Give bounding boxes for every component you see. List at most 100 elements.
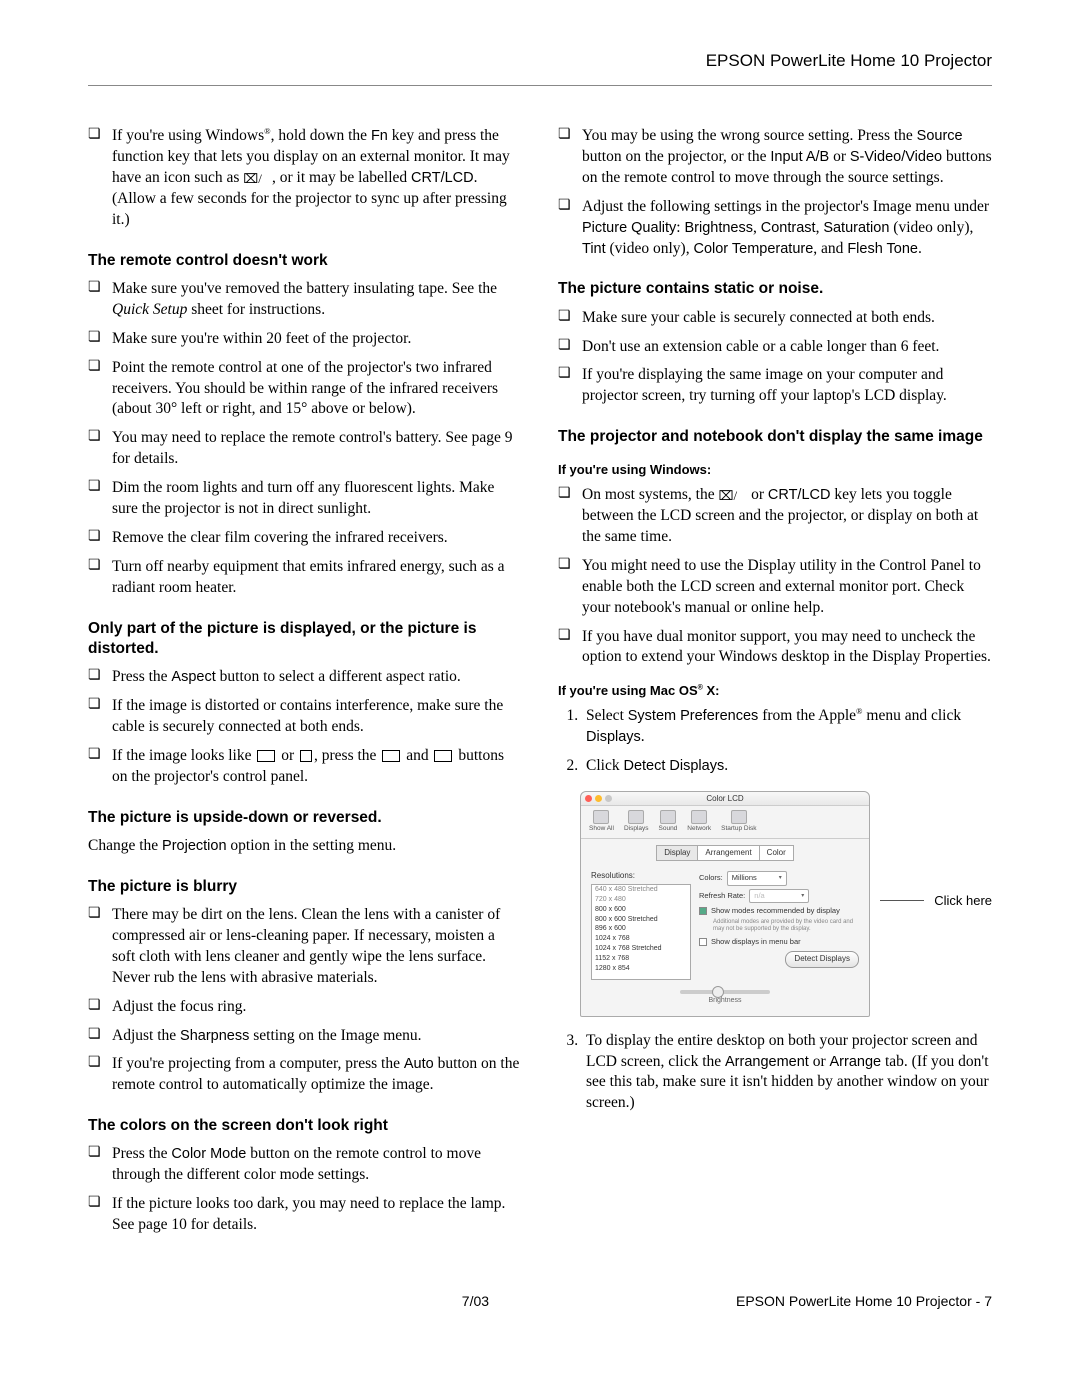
list-item: You may need to replace the remote contr… [88, 428, 522, 470]
toolbar-displays: Displays [624, 810, 649, 834]
adjust-h-icon [382, 750, 400, 762]
checkbox-icon [699, 938, 707, 946]
refresh-row: Refresh Rate: n/a▾ [699, 889, 859, 903]
col2-top-list: You may be using the wrong source settin… [558, 126, 992, 260]
minimize-icon [595, 795, 602, 802]
list-item: Adjust the Sharpness setting on the Imag… [88, 1026, 522, 1047]
list-item: If you're displaying the same image on y… [558, 365, 992, 407]
traffic-lights [585, 795, 612, 802]
list-item: Press the Color Mode button on the remot… [88, 1144, 522, 1186]
list-item: Make sure your cable is securely connect… [558, 308, 992, 329]
left-column: If you're using Windows®, hold down the … [88, 126, 522, 1244]
remote-list: Make sure you've removed the battery ins… [88, 279, 522, 599]
list-item: 896 x 600 [592, 924, 690, 934]
list-item: 800 x 600 Stretched [592, 915, 690, 925]
resolutions-panel: Resolutions: 640 x 480 Stretched 720 x 4… [591, 871, 691, 980]
list-item: You may be using the wrong source settin… [558, 126, 992, 189]
tab-arrangement: Arrangement [698, 845, 759, 862]
windows-list: On most systems, the ⌧/⃝ or CRT/LCD key … [558, 485, 992, 668]
list-item: Remove the clear film covering the infra… [88, 528, 522, 549]
page-header: EPSON PowerLite Home 10 Projector [88, 50, 992, 86]
list-item: You might need to use the Display utilit… [558, 556, 992, 619]
adjust-v-icon [434, 750, 452, 762]
mac-titlebar: Color LCD [581, 792, 869, 806]
brightness-row: Brightness [581, 984, 869, 1015]
toolbar-network: Network [687, 810, 711, 834]
detect-displays-button: Detect Displays [785, 951, 859, 968]
options-panel: Colors: Millions▾ Refresh Rate: n/a▾ Sho… [699, 871, 859, 980]
toolbar-showall: Show All [589, 810, 614, 834]
list-item: 1024 x 768 [592, 934, 690, 944]
mac-body: Resolutions: 640 x 480 Stretched 720 x 4… [581, 865, 869, 984]
partial-list: Press the Aspect button to select a diff… [88, 667, 522, 788]
aspect-tall-icon [300, 750, 312, 762]
list-item: If the image looks like or , press the a… [88, 746, 522, 788]
list-item: Point the remote control at one of the p… [88, 358, 522, 421]
mac-window: Color LCD Show All Displays Sound Networ… [580, 791, 870, 1017]
list-item: 800 x 600 [592, 905, 690, 915]
resolutions-label: Resolutions: [591, 871, 691, 882]
doc-title: EPSON PowerLite Home 10 Projector [706, 51, 992, 70]
list-item: Dim the room lights and turn off any flu… [88, 478, 522, 520]
callout-line [880, 900, 924, 901]
list-item: If the picture looks too dark, you may n… [88, 1194, 522, 1236]
list-item: If you're projecting from a computer, pr… [88, 1054, 522, 1096]
check1-row: Show modes recommended by display [699, 906, 859, 916]
list-item: 1024 x 768 Stretched [592, 944, 690, 954]
list-item: There may be dirt on the lens. Clean the… [88, 905, 522, 989]
checkbox-icon [699, 907, 707, 915]
check1-note: Additional modes are provided by the vid… [713, 919, 859, 933]
mac-steps-cont: To display the entire desktop on both yo… [558, 1031, 992, 1115]
list-item: To display the entire desktop on both yo… [582, 1031, 992, 1115]
windows-subheading: If you're using Windows: [558, 461, 992, 479]
mac-tabs: Display Arrangement Color [581, 839, 869, 866]
list-item: Adjust the following settings in the pro… [558, 197, 992, 260]
colors-heading: The colors on the screen don't look righ… [88, 1116, 522, 1136]
mac-subheading: If you're using Mac OS® X: [558, 682, 992, 700]
zoom-icon [605, 795, 612, 802]
intro-list: If you're using Windows®, hold down the … [88, 126, 522, 231]
static-heading: The picture contains static or noise. [558, 279, 992, 299]
list-item: Don't use an extension cable or a cable … [558, 337, 992, 358]
tab-display: Display [656, 845, 698, 862]
toolbar-sound: Sound [659, 810, 678, 834]
list-item: Make sure you've removed the battery ins… [88, 279, 522, 321]
refresh-select: n/a▾ [749, 889, 809, 903]
footer-date: 7/03 [346, 1292, 604, 1311]
list-item: Make sure you're within 20 feet of the p… [88, 329, 522, 350]
list-item: Turn off nearby equipment that emits inf… [88, 557, 522, 599]
footer-page: EPSON PowerLite Home 10 Projector - 7 [605, 1292, 992, 1311]
mac-toolbar: Show All Displays Sound Network Startup … [581, 806, 869, 839]
check2-row: Show displays in menu bar [699, 937, 859, 947]
list-item: If you're using Windows®, hold down the … [88, 126, 522, 231]
toolbar-startup: Startup Disk [721, 810, 756, 834]
upside-heading: The picture is upside-down or reversed. [88, 808, 522, 828]
list-item: 1152 x 768 [592, 954, 690, 964]
callout-text: Click here [934, 892, 992, 910]
resolutions-listbox: 640 x 480 Stretched 720 x 480 800 x 600 … [591, 884, 691, 980]
right-column: You may be using the wrong source settin… [558, 126, 992, 1244]
list-item: Click Detect Displays. [582, 756, 992, 777]
blurry-list: There may be dirt on the lens. Clean the… [88, 905, 522, 1096]
list-item: If you have dual monitor support, you ma… [558, 627, 992, 669]
tab-color: Color [760, 845, 794, 862]
list-item: If the image is distorted or contains in… [88, 696, 522, 738]
colors-row: Colors: Millions▾ [699, 871, 859, 885]
window-title: Color LCD [706, 794, 743, 803]
list-item: On most systems, the ⌧/⃝ or CRT/LCD key … [558, 485, 992, 548]
content-columns: If you're using Windows®, hold down the … [88, 126, 992, 1244]
close-icon [585, 795, 592, 802]
partial-heading: Only part of the picture is displayed, o… [88, 619, 522, 659]
mac-screenshot-group: Color LCD Show All Displays Sound Networ… [580, 785, 992, 1017]
monitor-icon: ⌧/⃝ [719, 487, 748, 505]
list-item: 640 x 480 Stretched [592, 885, 690, 895]
list-item: Press the Aspect button to select a diff… [88, 667, 522, 688]
notebook-heading: The projector and notebook don't display… [558, 427, 992, 447]
blurry-heading: The picture is blurry [88, 877, 522, 897]
upside-text: Change the Projection option in the sett… [88, 836, 522, 857]
monitor-icon: ⌧/⃝ [243, 170, 272, 188]
colors-list: Press the Color Mode button on the remot… [88, 1144, 522, 1236]
list-item: Select System Preferences from the Apple… [582, 706, 992, 748]
list-item: Adjust the focus ring. [88, 997, 522, 1018]
colors-select: Millions▾ [727, 871, 787, 885]
